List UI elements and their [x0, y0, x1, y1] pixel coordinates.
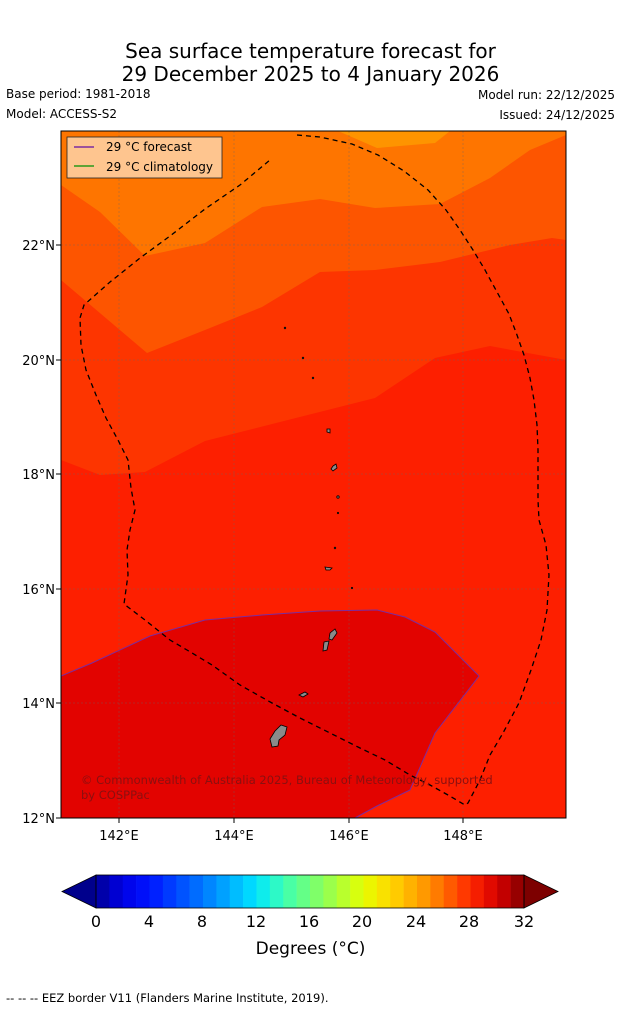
island-rota: [298, 691, 309, 698]
lat-label: 12°N: [22, 812, 55, 827]
colorbar-tick-label: 20: [352, 912, 372, 931]
colorbar-segment: [96, 875, 110, 908]
lat-label: 14°N: [22, 697, 55, 712]
lon-label: 148°E: [443, 829, 483, 844]
island-tinian: [322, 640, 330, 652]
colorbar-segment: [430, 875, 445, 908]
title-line-2: 29 December 2025 to 4 January 2026: [121, 62, 500, 86]
colorbar-segment: [256, 875, 271, 908]
colorbar-segment: [296, 875, 311, 908]
model-run: Model run: 22/12/2025: [477, 88, 615, 102]
colorbar-segment: [109, 875, 124, 908]
eez-border: [79, 134, 550, 806]
colorbar-segment: [216, 875, 231, 908]
colorbar-over-arrow: [523, 874, 559, 909]
lat-label: 22°N: [22, 239, 55, 254]
island-uracas: [283, 326, 287, 330]
forecast-29c-contour: [61, 609, 480, 818]
islands: [269, 326, 354, 748]
lat-label: 18°N: [22, 468, 55, 483]
eez-footnote: -- -- -- EEZ border V11 (Flanders Marine…: [6, 991, 329, 1005]
colorbar-segment: [510, 875, 525, 908]
base-period: Base period: 1981-2018: [6, 87, 151, 101]
gridlines: [61, 131, 566, 818]
colorbar-segment: [443, 875, 458, 908]
colorbar-tick-label: 24: [406, 912, 426, 931]
attribution-line-2: by COSPPac: [81, 788, 150, 802]
map-legend: 29 °C forecast 29 °C climatology: [66, 136, 223, 179]
colorbar-tick-label: 12: [246, 912, 266, 931]
colorbar-segment: [363, 875, 378, 908]
colorbar-segment: [497, 875, 511, 908]
colorbar-frame: [95, 874, 525, 909]
colorbar-segment: [336, 875, 351, 908]
colorbar-segment: [122, 875, 137, 908]
island-maug: [301, 356, 305, 360]
lon-labels: 142°E 144°E 146°E 148°E: [99, 829, 483, 844]
island-asuncion: [311, 376, 315, 380]
sst-band-30: [61, 610, 479, 818]
sst-band-25: [338, 131, 450, 148]
colorbar-segment: [376, 875, 391, 908]
colorbar-segment: [162, 875, 177, 908]
colorbar-segment: [403, 875, 418, 908]
island-anatahan: [324, 566, 333, 571]
axis-ticks: [56, 244, 464, 823]
legend-box: [66, 136, 223, 179]
colorbar-tick-label: 0: [91, 912, 101, 931]
island-medinilla: [350, 586, 354, 590]
colorbar-segment: [243, 875, 257, 908]
island-guguan: [336, 511, 340, 515]
colorbar-tick-label: 32: [514, 912, 534, 931]
model-name: Model: ACCESS-S2: [6, 107, 118, 121]
lat-label: 16°N: [22, 583, 55, 598]
colorbar-tick-labels: 0 4 8 12 16 20 24 28 32: [91, 912, 534, 931]
colorbar-segment: [229, 875, 244, 908]
legend-climatology-label: 29 °C climatology: [106, 160, 213, 174]
issued-date: Issued: 24/12/2025: [499, 108, 615, 122]
colorbar-tick-label: 4: [144, 912, 154, 931]
colorbar-segment: [203, 875, 217, 908]
colorbar-under-arrow: [61, 874, 97, 909]
legend-forecast-label: 29 °C forecast: [106, 140, 192, 154]
island-saipan: [328, 628, 338, 641]
colorbar-label: Degrees (°C): [255, 939, 366, 959]
colorbar-segment: [390, 875, 404, 908]
island-sarigan: [333, 546, 337, 550]
colorbar-segment: [136, 875, 150, 908]
colorbar-tick-label: 8: [197, 912, 207, 931]
colorbar-tick-label: 28: [459, 912, 479, 931]
colorbar: [61, 874, 559, 909]
island-alamagan: [336, 495, 340, 499]
colorbar-segment: [470, 875, 485, 908]
lon-label: 146°E: [329, 829, 369, 844]
colorbar-segment: [417, 875, 431, 908]
colorbar-segment: [323, 875, 338, 908]
colorbar-segment: [483, 875, 498, 908]
attribution-line-1: © Commonwealth of Australia 2025, Bureau…: [81, 773, 493, 787]
island-guam: [269, 724, 288, 748]
colorbar-segment: [457, 875, 471, 908]
colorbar-segment: [310, 875, 324, 908]
lat-label: 20°N: [22, 354, 55, 369]
island-pagan: [326, 428, 331, 434]
colorbar-tick-label: 16: [299, 912, 319, 931]
colorbar-segment: [283, 875, 297, 908]
lat-labels: 22°N 20°N 18°N 16°N 14°N 12°N: [22, 239, 55, 827]
lon-label: 142°E: [99, 829, 139, 844]
lon-label: 144°E: [214, 829, 254, 844]
colorbar-segment: [269, 875, 284, 908]
map-panel: [61, 131, 566, 818]
colorbar-segment: [149, 875, 164, 908]
title-line-1: Sea surface temperature forecast for: [125, 39, 496, 63]
island-agrihan: [330, 463, 338, 472]
colorbar-segment: [350, 875, 364, 908]
colorbar-segment: [189, 875, 204, 908]
colorbar-segment: [176, 875, 190, 908]
